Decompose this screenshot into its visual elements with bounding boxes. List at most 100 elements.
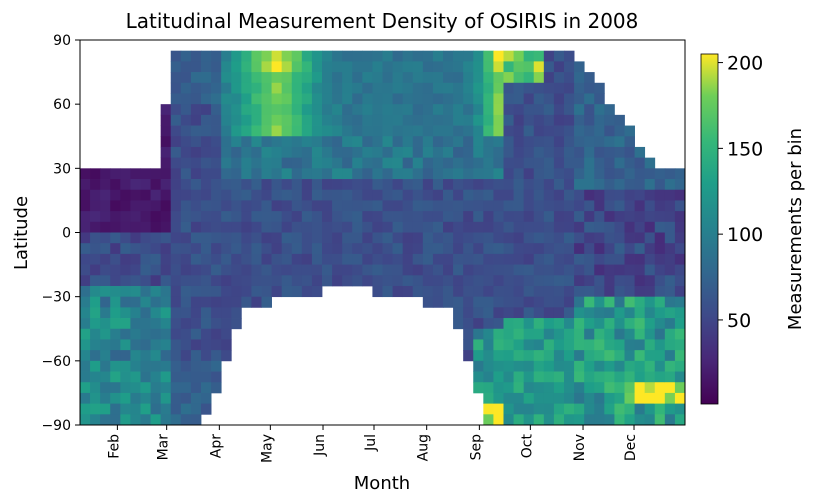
heatmap-cell	[664, 350, 676, 362]
heatmap-cell	[624, 157, 635, 169]
heatmap-cell	[190, 93, 202, 105]
heatmap-cell	[604, 157, 615, 169]
heatmap-cell	[231, 296, 242, 308]
heatmap-cell	[160, 125, 172, 137]
heatmap-cell	[503, 50, 514, 62]
heatmap-cell	[211, 168, 222, 180]
heatmap-cell	[221, 136, 232, 148]
heatmap-cell	[110, 339, 121, 351]
heatmap-cell	[614, 146, 625, 159]
heatmap-cell	[523, 328, 535, 340]
heatmap-cell	[281, 243, 293, 255]
heatmap-cell	[594, 264, 605, 276]
heatmap-cell	[291, 285, 303, 298]
heatmap-cell	[261, 157, 272, 169]
heatmap-cell	[271, 221, 283, 233]
heatmap-cell	[201, 360, 212, 372]
heatmap-cell	[412, 200, 424, 212]
heatmap-cell	[231, 285, 242, 298]
heatmap-cell	[574, 168, 585, 180]
heatmap-cell	[322, 179, 333, 191]
heatmap-cell	[432, 275, 444, 287]
heatmap-cell	[342, 104, 353, 116]
heatmap-cell	[231, 93, 242, 105]
heatmap-cell	[453, 264, 464, 276]
heatmap-cell	[564, 253, 575, 265]
heatmap-cell	[211, 264, 222, 276]
heatmap-cell	[170, 61, 182, 73]
heatmap-cell	[483, 253, 494, 265]
heatmap-cell	[301, 61, 313, 73]
heatmap-cell	[261, 93, 272, 105]
heatmap-cell	[90, 307, 101, 319]
heatmap-cell	[90, 179, 101, 191]
heatmap-cell	[664, 189, 676, 201]
plot-frame	[79, 39, 686, 426]
heatmap-cell	[271, 211, 283, 223]
heatmap-cell	[443, 146, 454, 159]
heatmap-cell	[271, 82, 283, 94]
heatmap-cell	[513, 125, 525, 137]
heatmap-cell	[372, 93, 383, 105]
heatmap-cell	[190, 72, 202, 84]
heatmap-cell	[634, 200, 646, 212]
heatmap-cell	[190, 82, 202, 94]
heatmap-cell	[342, 82, 353, 94]
heatmap-cell	[382, 253, 393, 265]
heatmap-cell	[402, 243, 414, 255]
heatmap-cell	[271, 72, 283, 84]
heatmap-cell	[362, 179, 373, 191]
heatmap-cell	[614, 189, 625, 201]
heatmap-cell	[352, 61, 363, 73]
heatmap-cell	[634, 382, 646, 394]
heatmap-cell	[443, 93, 454, 105]
heatmap-cell	[543, 72, 555, 84]
heatmap-cell	[150, 189, 162, 201]
heatmap-cell	[422, 157, 434, 169]
heatmap-cell	[261, 72, 272, 84]
heatmap-cell	[362, 200, 373, 212]
heatmap-cell	[180, 264, 192, 276]
heatmap-cell	[634, 275, 646, 287]
heatmap-cell	[362, 61, 373, 73]
heatmap-cell	[221, 221, 232, 233]
heatmap-cell	[90, 275, 101, 287]
heatmap-cell	[190, 146, 202, 159]
heatmap-cell	[261, 82, 272, 94]
heatmap-cell	[100, 350, 111, 362]
heatmap-cell	[140, 211, 151, 223]
heatmap-cell	[80, 414, 91, 426]
heatmap-cell	[221, 264, 232, 276]
heatmap-cell	[644, 157, 656, 169]
heatmap-cell	[584, 339, 595, 351]
heatmap-cell	[301, 211, 313, 223]
heatmap-cell	[553, 371, 565, 383]
heatmap-cell	[493, 93, 504, 105]
heatmap-cell	[110, 296, 121, 308]
heatmap-cell	[422, 285, 434, 298]
heatmap-cell	[664, 253, 676, 265]
heatmap-cell	[241, 157, 252, 169]
heatmap-cell	[201, 179, 212, 191]
heatmap-cell	[201, 339, 212, 351]
heatmap-cell	[211, 232, 222, 244]
heatmap-cell	[150, 232, 162, 244]
heatmap-cell	[291, 72, 303, 84]
heatmap-cell	[190, 243, 202, 255]
heatmap-cell	[211, 371, 222, 383]
heatmap-cell	[322, 168, 333, 180]
heatmap-cell	[392, 275, 404, 287]
heatmap-cell	[483, 318, 494, 330]
heatmap-cell	[160, 221, 172, 233]
heatmap-cell	[402, 253, 414, 265]
heatmap-cell	[584, 189, 595, 201]
heatmap-cell	[422, 232, 434, 244]
heatmap-cell	[543, 275, 555, 287]
heatmap-cell	[170, 243, 182, 255]
heatmap-cell	[533, 189, 545, 201]
heatmap-cell	[493, 136, 504, 148]
heatmap-cell	[533, 136, 545, 148]
heatmap-cell	[533, 264, 545, 276]
heatmap-cell	[301, 125, 313, 137]
heatmap-cell	[241, 82, 252, 94]
